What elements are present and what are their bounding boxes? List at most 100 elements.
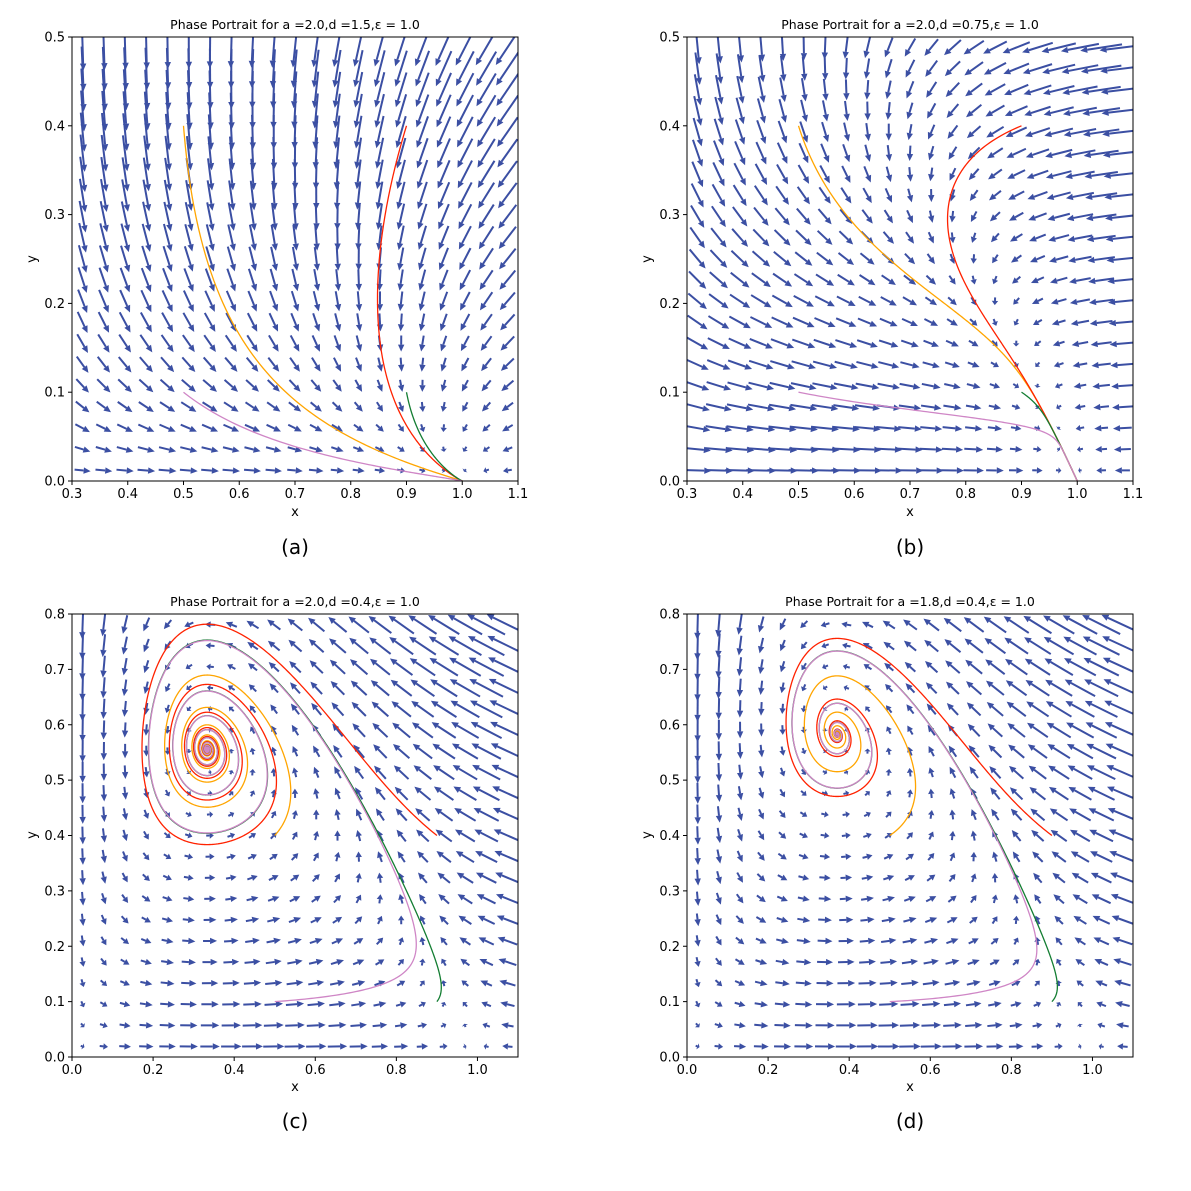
- vector-arrow: [180, 446, 198, 453]
- vector-arrow: [121, 135, 130, 172]
- vector-arrow: [818, 916, 832, 924]
- vector-arrow: [837, 979, 856, 987]
- vector-arrow: [499, 247, 517, 270]
- vector-arrow: [964, 446, 984, 453]
- vector-arrow: [372, 1022, 388, 1029]
- vector-arrow: [906, 102, 914, 120]
- vector-arrow: [246, 895, 259, 903]
- vector-arrow: [859, 958, 876, 966]
- vector-arrow: [311, 702, 323, 716]
- vector-arrow: [899, 382, 921, 390]
- vector-arrow: [965, 82, 983, 97]
- vector-arrow: [139, 312, 152, 333]
- vector-arrow: [812, 382, 838, 391]
- vector-arrow: [736, 721, 744, 739]
- vector-arrow: [330, 467, 345, 474]
- vector-arrow: [715, 957, 722, 966]
- vector-arrow: [692, 117, 703, 147]
- vector-arrow: [840, 874, 853, 881]
- vector-arrow: [472, 764, 501, 781]
- vector-arrow: [247, 641, 259, 651]
- vector-arrow: [243, 467, 261, 474]
- xtick-label: 0.4: [732, 487, 753, 502]
- vector-arrow: [715, 614, 722, 638]
- vector-arrow: [269, 49, 277, 89]
- vector-arrow: [356, 808, 363, 821]
- panel-c-vector-field: [79, 614, 518, 1050]
- vector-arrow: [224, 356, 238, 372]
- vector-arrow: [882, 895, 895, 903]
- vector-arrow: [800, 726, 807, 734]
- vector-arrow: [983, 40, 1008, 54]
- vector-arrow: [1112, 936, 1133, 946]
- vector-arrow: [398, 401, 404, 412]
- vector-arrow: [925, 661, 939, 674]
- vector-arrow: [478, 225, 495, 250]
- vector-arrow: [478, 204, 495, 229]
- vector-arrow: [1116, 1022, 1129, 1029]
- vector-arrow: [1012, 959, 1020, 966]
- vector-arrow: [836, 1001, 856, 1008]
- vector-arrow: [415, 72, 430, 108]
- vector-arrow: [707, 337, 730, 350]
- vector-arrow: [221, 1022, 241, 1029]
- vector-arrow: [1093, 403, 1110, 411]
- vector-arrow: [863, 811, 871, 818]
- vector-arrow: [1104, 193, 1133, 200]
- vector-arrow: [715, 892, 722, 905]
- vector-arrow: [1009, 787, 1024, 801]
- vector-arrow: [1004, 105, 1028, 117]
- vector-arrow: [865, 706, 871, 713]
- vector-arrow: [460, 291, 471, 311]
- vector-arrow: [137, 423, 155, 432]
- vector-arrow: [475, 851, 498, 864]
- vector-arrow: [372, 722, 389, 738]
- vector-arrow: [291, 268, 300, 292]
- vector-arrow: [861, 209, 873, 224]
- vector-arrow: [74, 445, 91, 453]
- vector-arrow: [162, 223, 173, 252]
- vector-arrow: [906, 832, 913, 840]
- vector-arrow: [694, 761, 701, 784]
- vector-arrow: [143, 681, 150, 695]
- vector-arrow: [799, 832, 808, 839]
- vector-arrow: [1095, 446, 1108, 453]
- vector-arrow: [308, 958, 324, 966]
- vector-arrow: [816, 979, 834, 987]
- vector-arrow: [1012, 275, 1021, 284]
- vector-arrow: [375, 808, 385, 821]
- vector-arrow: [842, 37, 849, 59]
- xtick-label: 0.6: [229, 487, 250, 502]
- vector-arrow: [161, 937, 174, 944]
- vector-arrow: [906, 123, 913, 141]
- vector-arrow: [483, 1043, 489, 1050]
- vector-arrow: [835, 339, 858, 348]
- vector-arrow: [100, 828, 108, 843]
- xtick-label: 1.1: [508, 487, 529, 502]
- vector-arrow: [983, 616, 1007, 634]
- vector-arrow: [463, 1043, 467, 1050]
- vector-arrow: [839, 895, 853, 903]
- vector-arrow: [988, 744, 1003, 759]
- vector-arrow: [863, 664, 873, 671]
- vector-arrow: [812, 360, 837, 370]
- vector-arrow: [1006, 701, 1027, 717]
- vector-arrow: [690, 205, 705, 228]
- vector-arrow: [992, 851, 999, 862]
- vector-arrow: [758, 787, 765, 799]
- vector-arrow: [822, 78, 829, 101]
- vector-arrow: [1008, 744, 1025, 759]
- vector-arrow: [436, 72, 452, 107]
- vector-arrow: [457, 160, 473, 189]
- vector-arrow: [753, 206, 769, 226]
- vector-arrow: [986, 1043, 1004, 1050]
- vector-arrow: [841, 621, 852, 628]
- vector-arrow: [944, 361, 960, 368]
- xtick-label: 0.8: [340, 487, 361, 502]
- vector-arrow: [687, 314, 708, 330]
- vector-arrow: [457, 116, 474, 148]
- vector-arrow: [1068, 255, 1092, 264]
- vector-arrow: [1113, 446, 1131, 453]
- vector-arrow: [990, 937, 999, 945]
- vector-arrow: [101, 37, 108, 71]
